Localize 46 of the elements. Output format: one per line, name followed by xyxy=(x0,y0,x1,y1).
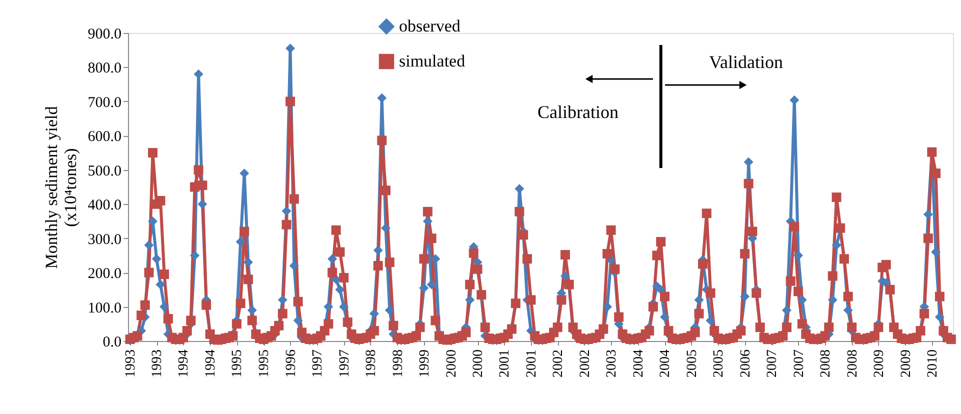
x-tick-label: 1994 xyxy=(176,350,192,378)
x-tick-label: 1997 xyxy=(337,350,352,378)
legend-label: observed xyxy=(399,16,461,36)
y-tick-label: 700.0 xyxy=(88,94,122,111)
x-tick-label: 1993 xyxy=(124,350,139,378)
x-tick-label: 2000 xyxy=(444,350,460,378)
x-tick-label: 2005 xyxy=(712,350,727,378)
x-tick-label: 1996 xyxy=(284,350,299,378)
x-tick-label: 2005 xyxy=(684,350,700,378)
x-tick-label: 2008 xyxy=(818,350,834,378)
x-tick-label: 2003 xyxy=(604,350,620,378)
y-tick-label: 0.0 xyxy=(102,334,122,350)
y-tick-label: 500.0 xyxy=(88,163,122,180)
x-tick-label: 1995 xyxy=(257,350,272,378)
x-tick-label: 2009 xyxy=(872,350,887,378)
x-tick-label: 2002 xyxy=(551,350,566,378)
x-tick-label: 1995 xyxy=(230,350,246,378)
x-tick-label: 1993 xyxy=(150,350,166,378)
y-tick-label: 900.0 xyxy=(88,26,122,42)
legend-label: simulated xyxy=(399,52,466,70)
x-tick-label: 2008 xyxy=(845,350,860,378)
y-tick-label: 600.0 xyxy=(88,129,122,146)
y-tick-label: 200.0 xyxy=(88,266,122,282)
x-tick-label: 1998 xyxy=(364,350,379,378)
x-tick-label: 1997 xyxy=(310,350,326,378)
x-tick-label: 2007 xyxy=(792,350,807,378)
x-tick-label: 2002 xyxy=(578,350,593,378)
y-tick-label: 400.0 xyxy=(88,198,122,214)
x-tick-label: 1994 xyxy=(204,350,219,378)
x-tick-label: 1998 xyxy=(390,350,406,378)
x-tick-label: 2007 xyxy=(765,350,780,378)
x-tick-label: 2004 xyxy=(658,350,674,378)
annotation: Validation xyxy=(709,52,783,72)
y-tick-label: 300.0 xyxy=(88,232,122,248)
x-tick-label: 2006 xyxy=(738,350,754,378)
y-axis-title: Monthly sediment yield (x10⁴tones) xyxy=(42,106,80,269)
y-tick-label: 100.0 xyxy=(88,300,122,316)
x-tick-label: 2009 xyxy=(898,350,914,378)
x-tick-label: 2010 xyxy=(925,350,940,378)
x-tick-label: 2000 xyxy=(471,350,486,378)
x-tick-label: 2001 xyxy=(498,350,513,378)
x-tick-label: 2001 xyxy=(524,350,540,378)
x-tick-label: 2004 xyxy=(632,350,647,378)
x-tick-label: 1999 xyxy=(417,350,432,378)
annotation: Calibration xyxy=(538,102,618,122)
y-tick-label: 800.0 xyxy=(88,60,122,77)
